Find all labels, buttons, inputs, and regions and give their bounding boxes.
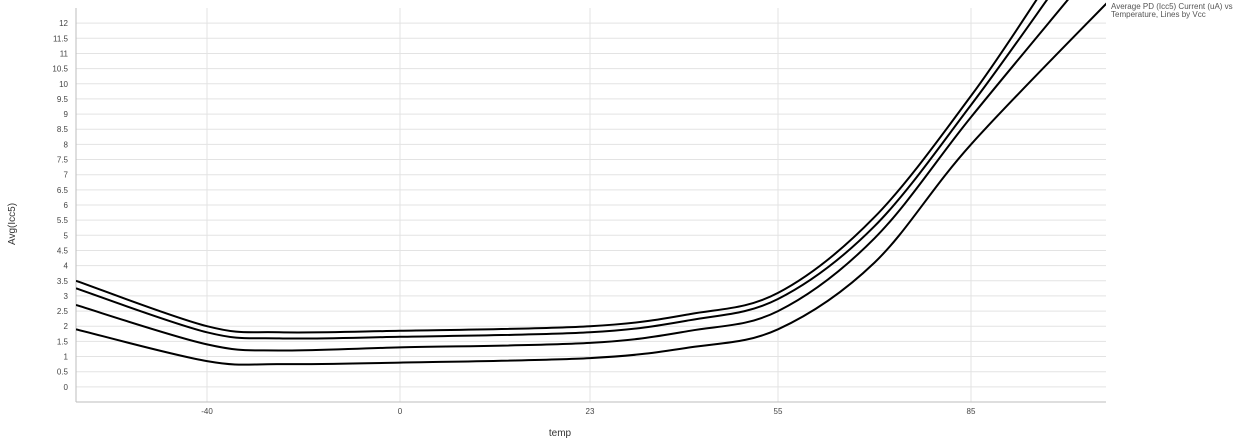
x-tick-labels: -40 0 23 55 85 [201,407,976,416]
y-axis-title: Avg(Icc5) [7,203,18,245]
x-tick-label: 23 [586,407,595,416]
y-tick-label: 6.5 [57,186,69,195]
y-tick-label: 3 [64,292,69,301]
y-tick-label: 0.5 [57,368,69,377]
y-tick-label: 7.5 [57,156,69,165]
y-tick-labels: 00.511.522.533.544.555.566.577.588.599.5… [52,19,68,392]
y-tick-label: 1 [64,353,69,362]
y-tick-label: 0 [64,383,69,392]
y-tick-label: 11 [60,49,69,58]
x-axis-title: temp [549,428,572,439]
y-tick-label: 5 [64,231,69,240]
chart-title: Average PD (Icc5) Current (uA) vs Temper… [1111,2,1233,19]
x-tick-label: -40 [201,407,213,416]
series-line-1 [76,0,1038,334]
y-tick-label: 9.5 [57,95,69,104]
y-tick-label: 2 [64,322,69,331]
y-tick-label: 5.5 [57,216,69,225]
y-tick-label: 8.5 [57,125,69,134]
series-line-3 [76,0,1069,352]
y-tick-label: 11.5 [53,34,69,43]
series-line-2 [76,0,1049,340]
x-tick-label: 0 [398,407,403,416]
y-tick-label: 4 [64,262,69,271]
series-line-4 [76,2,1106,366]
x-tick-label: 55 [774,407,783,416]
y-tick-label: 8 [64,140,69,149]
y-tick-label: 10.5 [52,65,68,74]
y-tick-label: 3.5 [57,277,69,286]
y-tick-label: 1.5 [57,337,69,346]
series-lines [76,0,1106,366]
y-tick-label: 12 [59,19,68,28]
y-tick-label: 10 [59,80,68,89]
y-tick-label: 6 [64,201,69,210]
y-tick-label: 9 [64,110,69,119]
y-tick-label: 2.5 [57,307,69,316]
x-tick-label: 85 [967,407,976,416]
y-tick-label: 7 [64,171,69,180]
y-tick-label: 4.5 [57,246,69,255]
axes [75,8,1106,403]
